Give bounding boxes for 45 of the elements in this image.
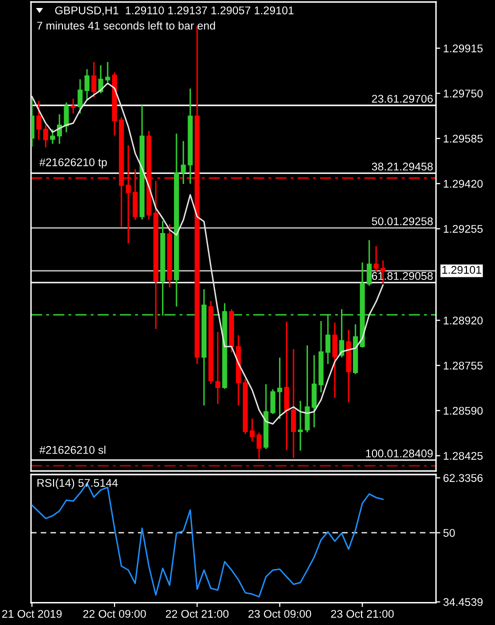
y-tick-label: 34.4539 (443, 598, 483, 606)
y-tick-label: 1.28920 (444, 316, 483, 324)
ref-line-label: 100.01.28409 (366, 450, 433, 458)
y-tick-label: 1.28425 (444, 452, 483, 460)
chart-title: GBPUSD,H1 1.29110 1.29137 1.29057 1.29101 (55, 6, 294, 16)
y-tick-label: 1.29915 (444, 44, 483, 52)
x-tick-label: 23 Oct 21:00 (331, 610, 394, 618)
y-tick-label: 62.3356 (444, 474, 483, 482)
candlestick (50, 129, 56, 144)
candlestick (332, 322, 338, 398)
chart-title: RSI(14) 57.5144 (37, 478, 118, 490)
y-tick-label: 1.29750 (444, 90, 483, 98)
candlestick (105, 62, 110, 82)
ref-line-label: 1.29101 (442, 266, 482, 274)
y-tick-label: 1.29585 (444, 134, 483, 143)
y-tick-label: 1.29255 (444, 224, 483, 233)
candlestick (374, 246, 379, 272)
candlestick (84, 69, 90, 101)
candlestick (284, 322, 290, 450)
candlestick (298, 400, 303, 451)
ref-line-label: 38.21.29458 (372, 162, 433, 171)
x-tick-label: 21 Oct 2019 (2, 610, 62, 618)
candlestick (91, 62, 96, 98)
candlestick (291, 349, 296, 458)
candlestick (78, 79, 83, 114)
candlestick (70, 98, 76, 114)
candlestick (64, 102, 69, 132)
candlestick (180, 141, 186, 184)
y-tick-label: 50 (443, 528, 455, 537)
y-tick-label: 1.28590 (444, 406, 483, 415)
candlestick (270, 389, 276, 414)
x-tick-label: 22 Oct 09:00 (83, 610, 146, 618)
ref-line-label: #21626210 sl (39, 446, 106, 454)
x-tick-label: 23 Oct 09:00 (248, 610, 312, 618)
candlestick (277, 358, 282, 419)
candlestick (56, 114, 62, 144)
text: 7 minutes 41 seconds left to bar end (37, 21, 215, 30)
y-tick-label: 1.28755 (444, 362, 483, 370)
ref-line-label: #21626210 tp (39, 158, 107, 168)
y-tick-label: 1.29420 (444, 180, 483, 188)
x-tick-label: 22 Oct 21:00 (166, 610, 229, 618)
candlestick (215, 332, 220, 404)
candlestick (256, 432, 262, 459)
ref-line-label: 23.61.29706 (372, 94, 433, 103)
ref-line-label: 50.01.29258 (372, 217, 433, 226)
